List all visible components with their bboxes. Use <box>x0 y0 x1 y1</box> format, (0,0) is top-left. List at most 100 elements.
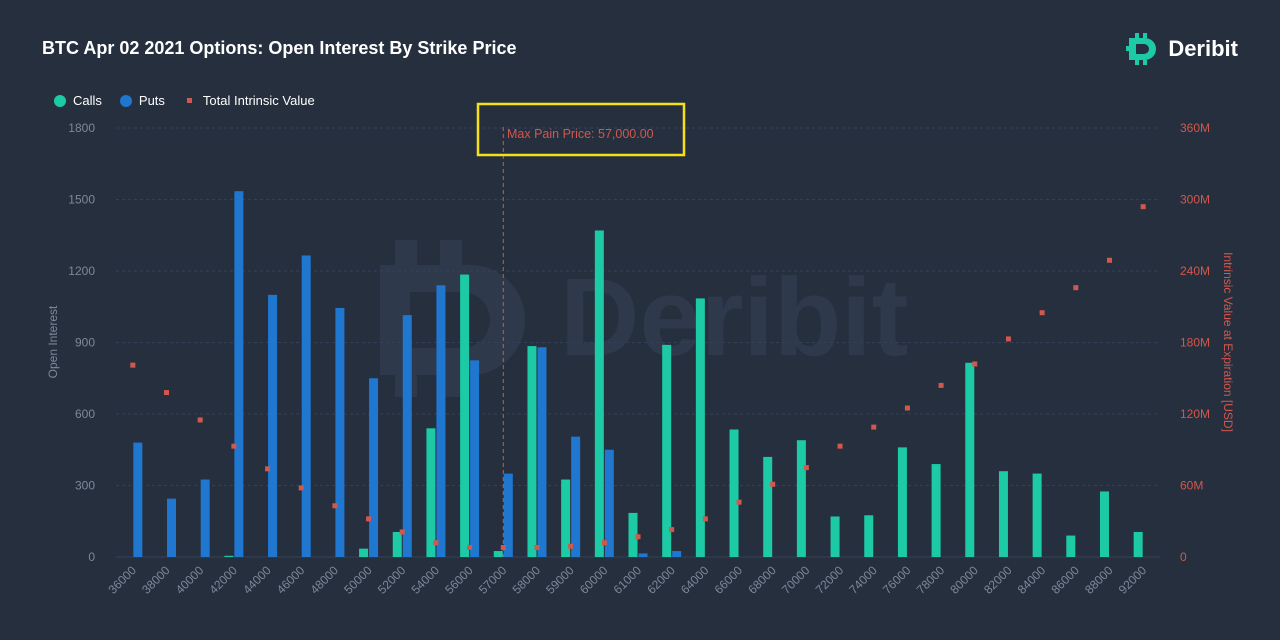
point-intrinsic-86000 <box>1073 285 1079 291</box>
x-tick-label: 38000 <box>139 563 173 597</box>
legend-item-puts[interactable]: Puts <box>119 93 165 108</box>
x-tick-label: 50000 <box>341 563 375 597</box>
bar-puts-52000 <box>402 315 412 557</box>
bar-calls-64000 <box>695 298 705 557</box>
point-intrinsic-59000 <box>568 543 574 549</box>
brand-name: Deribit <box>1168 36 1238 61</box>
deribit-watermark: Deribit <box>380 240 908 397</box>
point-intrinsic-76000 <box>904 405 910 411</box>
x-tick-label: 88000 <box>1082 563 1116 597</box>
point-intrinsic-88000 <box>1106 257 1112 263</box>
point-intrinsic-36000 <box>130 362 136 368</box>
point-intrinsic-38000 <box>164 390 170 396</box>
x-tick-label: 70000 <box>779 563 813 597</box>
bar-puts-62000 <box>672 551 682 557</box>
y-axis-title: Open Interest <box>46 305 60 378</box>
bar-puts-44000 <box>268 294 278 557</box>
y-tick-label: 300 <box>75 479 95 493</box>
x-tick-label: 42000 <box>206 563 240 597</box>
y-tick-label: 0 <box>88 550 95 564</box>
x-tick-label: 84000 <box>1015 563 1049 597</box>
bar-calls-54000 <box>426 428 436 557</box>
chart-title: BTC Apr 02 2021 Options: Open Interest B… <box>42 38 517 58</box>
x-tick-label: 52000 <box>375 563 409 597</box>
bar-calls-52000 <box>392 531 402 557</box>
watermark-logo-notch <box>395 240 417 265</box>
bar-calls-56000 <box>460 274 470 557</box>
brand-logo: Deribit <box>1126 32 1238 66</box>
legend-swatch-intrinsic <box>186 98 192 103</box>
x-tick-label: 48000 <box>308 563 342 597</box>
y2-tick-label: 120M <box>1180 407 1210 421</box>
bar-calls-66000 <box>729 429 739 557</box>
point-intrinsic-64000 <box>702 516 708 522</box>
bar-calls-58000 <box>527 346 537 557</box>
deribit-logo-icon <box>1126 33 1157 65</box>
watermark-text: Deribit <box>560 256 908 379</box>
y-tick-label: 900 <box>75 336 95 350</box>
x-tick-label: 58000 <box>510 563 544 597</box>
bar-puts-36000 <box>133 442 143 557</box>
x-tick-label: 46000 <box>274 563 308 597</box>
y2-tick-label: 60M <box>1180 479 1203 493</box>
legend-label-intrinsic: Total Intrinsic Value <box>202 93 315 108</box>
point-intrinsic-58000 <box>534 544 540 550</box>
x-tick-label: 61000 <box>611 563 645 597</box>
legend-swatch-puts <box>119 94 132 107</box>
bars-group <box>133 191 1143 558</box>
point-intrinsic-84000 <box>1039 310 1045 316</box>
y2-tick-label: 240M <box>1180 264 1210 278</box>
y2-tick-label: 180M <box>1180 336 1210 350</box>
bar-calls-76000 <box>897 447 907 557</box>
point-intrinsic-54000 <box>433 540 439 546</box>
x-tick-label: 66000 <box>712 563 746 597</box>
point-intrinsic-62000 <box>669 527 675 533</box>
point-intrinsic-61000 <box>635 534 641 540</box>
point-intrinsic-80000 <box>972 361 978 367</box>
bar-puts-40000 <box>200 479 210 557</box>
y-tick-label: 1200 <box>68 264 95 278</box>
chart-legend: Calls Puts Total Intrinsic Value <box>54 93 315 108</box>
y2-tick-label: 360M <box>1180 121 1210 135</box>
x-tick-label: 44000 <box>240 563 274 597</box>
bar-calls-72000 <box>830 516 840 557</box>
legend-item-calls[interactable]: Calls <box>54 93 102 108</box>
watermark-logo-notch <box>440 375 462 397</box>
bar-calls-92000 <box>1133 531 1143 557</box>
bar-puts-59000 <box>571 436 581 557</box>
watermark-logo-icon <box>380 265 525 375</box>
point-intrinsic-66000 <box>736 499 742 505</box>
bar-puts-54000 <box>436 285 446 557</box>
x-tick-label: 82000 <box>981 563 1015 597</box>
y2-tick-label: 300M <box>1180 193 1210 207</box>
point-intrinsic-70000 <box>803 465 809 471</box>
bar-calls-74000 <box>864 515 874 557</box>
point-intrinsic-82000 <box>1005 336 1011 342</box>
bar-calls-59000 <box>561 479 571 557</box>
x-tick-label: 60000 <box>577 563 611 597</box>
x-tick-label: 74000 <box>846 563 880 597</box>
bar-puts-56000 <box>470 360 480 557</box>
point-intrinsic-92000 <box>1140 204 1146 210</box>
bar-calls-50000 <box>359 548 369 557</box>
bar-puts-42000 <box>234 191 244 558</box>
bar-puts-60000 <box>604 449 614 557</box>
legend-swatch-calls <box>54 94 66 107</box>
x-tick-label: 78000 <box>914 563 948 597</box>
bar-puts-38000 <box>167 498 177 557</box>
max-pain-annotation: Max Pain Price: 57,000.00 <box>476 102 686 557</box>
point-intrinsic-56000 <box>467 544 473 550</box>
bar-calls-42000 <box>224 555 234 557</box>
point-intrinsic-46000 <box>298 485 304 491</box>
watermark-logo-notch <box>440 240 462 265</box>
point-intrinsic-50000 <box>366 516 372 522</box>
x-tick-label: 36000 <box>105 563 139 597</box>
x-tick-label: 62000 <box>644 563 678 597</box>
bar-calls-84000 <box>1032 473 1042 557</box>
bar-puts-48000 <box>335 307 345 557</box>
legend-label-calls: Calls <box>73 93 102 108</box>
legend-item-intrinsic[interactable]: Total Intrinsic Value <box>183 93 315 108</box>
x-tick-label: 57000 <box>476 563 510 597</box>
bar-calls-82000 <box>998 471 1008 557</box>
